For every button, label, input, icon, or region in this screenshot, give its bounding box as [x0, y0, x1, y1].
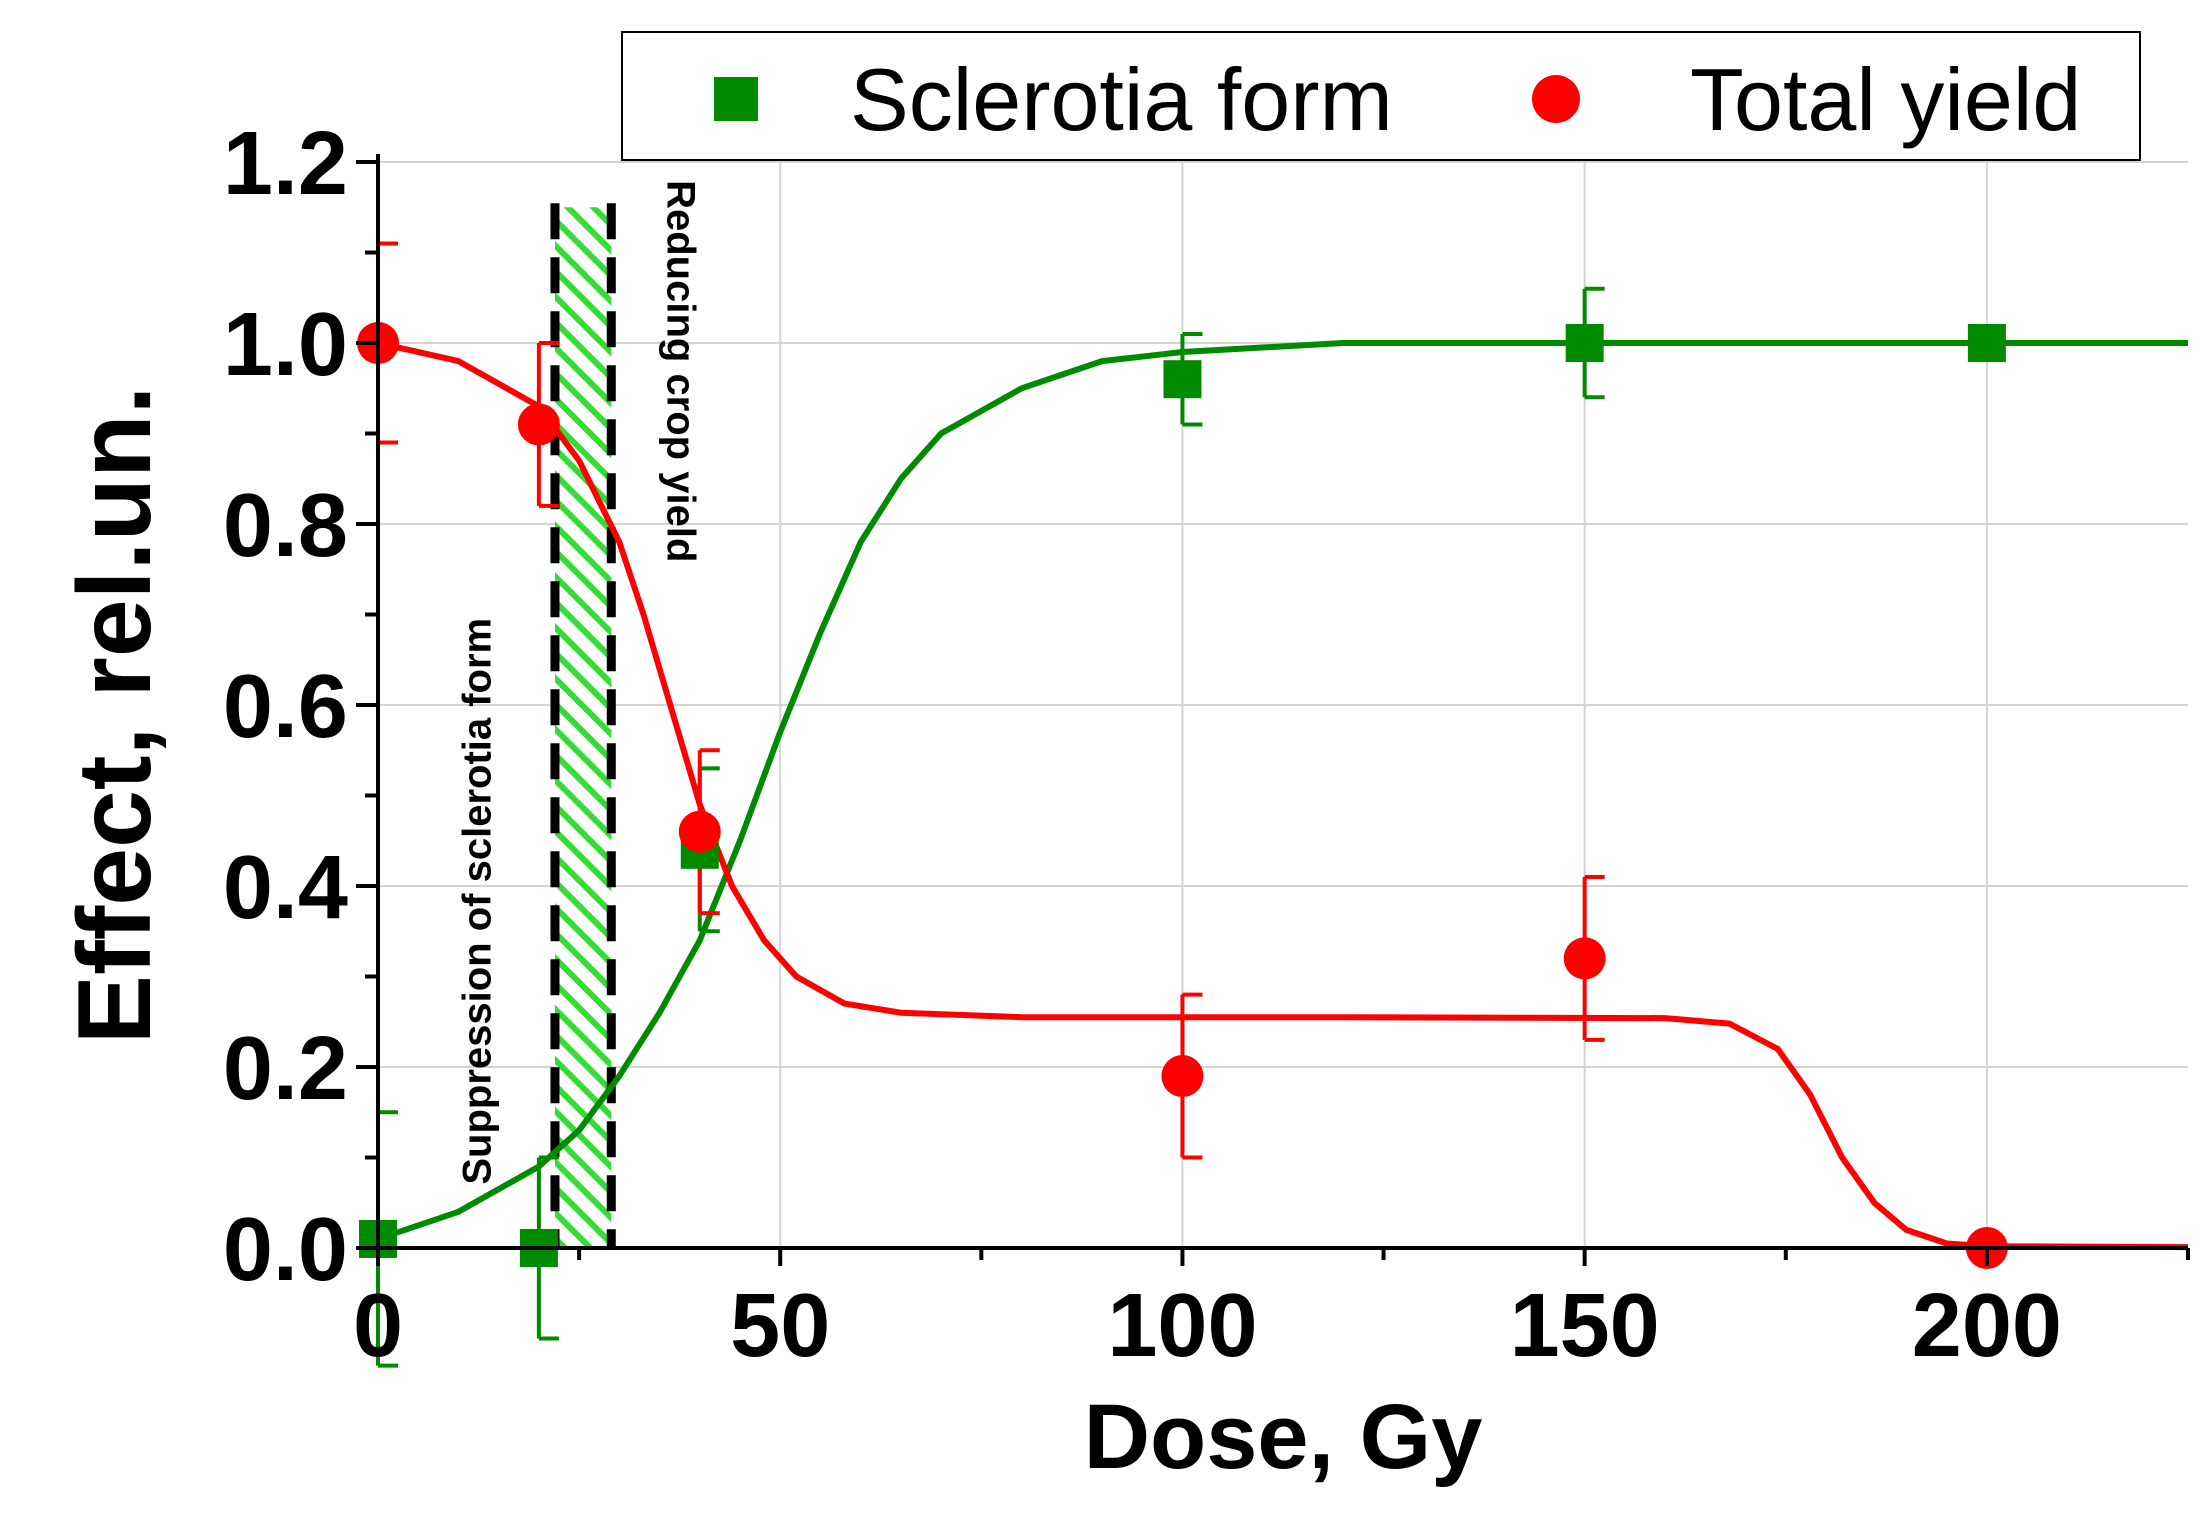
x-axis-title: Dose, Gy [1084, 1386, 1483, 1488]
y-tick-label: 0.0 [223, 1200, 348, 1300]
fit-curves [377, 340, 2189, 1251]
legend-box [621, 31, 2141, 161]
dose-band [550, 203, 616, 1248]
y-tick-label: 0.8 [223, 476, 348, 576]
data-point-series-1 [1967, 324, 2006, 362]
y-tick-label: 1.0 [223, 295, 348, 395]
annotations: Suppression of sclerotia form Reducing cr… [456, 180, 703, 1185]
data-point-series-1 [1565, 324, 1604, 362]
grid [378, 161, 2188, 1248]
legend-label-series-1: Sclerotia form [850, 50, 1393, 149]
data-point-series-2 [1161, 1055, 1204, 1098]
legend-marker-series-2 [1532, 75, 1580, 123]
data-point-series-2 [1563, 937, 1606, 980]
legend: Sclerotia form Total yield [621, 31, 2141, 161]
fit-curve-series-2 [377, 340, 2189, 1251]
y-tick-label: 0.2 [223, 1019, 348, 1119]
data-point-series-2 [517, 403, 560, 446]
fit-curve-series-1 [377, 340, 2188, 1242]
hatched-band [554, 207, 612, 1248]
y-axis-title: Effect, rel.un. [57, 386, 173, 1045]
annotation-2: Reducing crop yield [659, 180, 703, 562]
legend-label-series-2: Total yield [1690, 50, 2081, 149]
data-point-series-1 [1163, 360, 1202, 399]
x-tick-label: 0 [353, 1276, 403, 1376]
y-tick-label: 0.4 [223, 838, 348, 938]
x-tick-label: 50 [730, 1276, 830, 1376]
x-tick-label: 200 [1912, 1276, 2062, 1376]
y-tick-label: 0.6 [223, 657, 348, 757]
x-tick-label: 150 [1510, 1276, 1660, 1376]
y-tick-label: 1.2 [223, 114, 348, 214]
x-tick-label: 100 [1107, 1276, 1257, 1376]
annotation-1: Suppression of sclerotia form [456, 618, 500, 1185]
axes: 0 50 100 150 200 0.0 0.2 0.4 0.6 0.8 1.0 1.2 Dose, G… [57, 114, 2190, 1488]
data-point-series-2 [678, 810, 721, 853]
legend-marker-series-1 [714, 77, 758, 121]
